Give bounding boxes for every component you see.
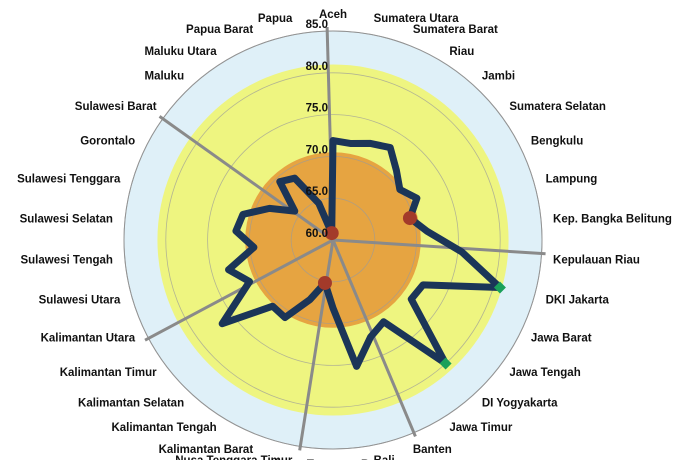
category-label: Banten bbox=[413, 444, 452, 456]
category-label: Jawa Barat bbox=[531, 333, 592, 345]
category-label: Sumatera Barat bbox=[413, 24, 498, 36]
category-label: DKI Jakarta bbox=[546, 295, 610, 307]
category-label: Papua bbox=[258, 13, 293, 25]
category-label: Bengkulu bbox=[531, 136, 583, 148]
series-line bbox=[218, 137, 504, 370]
category-label: Kepulauan Riau bbox=[553, 254, 640, 266]
r-tick-label: 70.0 bbox=[306, 144, 328, 156]
marker bbox=[493, 281, 506, 294]
category-label: Kalimantan Timur bbox=[60, 367, 157, 379]
grid-ring bbox=[207, 114, 459, 366]
marker bbox=[324, 226, 339, 241]
r-tick-label: 75.0 bbox=[306, 103, 328, 115]
r-tick-label: 80.0 bbox=[306, 61, 328, 73]
marker bbox=[439, 357, 452, 370]
category-label: Bali bbox=[374, 455, 395, 460]
category-label: Gorontalo bbox=[80, 136, 135, 148]
r-tick-label: 60.0 bbox=[306, 228, 328, 240]
grid-ring bbox=[165, 72, 501, 408]
category-label: Papua Barat bbox=[186, 24, 253, 36]
category-label: Kalimantan Tengah bbox=[111, 422, 216, 434]
category-label: Jawa Tengah bbox=[509, 367, 580, 379]
category-label: Kalimantan Selatan bbox=[78, 397, 184, 409]
category-label: Riau bbox=[449, 46, 474, 58]
category-label: Aceh bbox=[319, 9, 347, 21]
r-tick-label: 85.0 bbox=[306, 19, 328, 31]
category-label: Kalimantan Utara bbox=[41, 333, 136, 345]
category-label: Jambi bbox=[482, 71, 515, 83]
category-label: Sulawesi Selatan bbox=[20, 214, 113, 226]
category-label: Sulawesi Tengah bbox=[20, 254, 112, 266]
category-label: Maluku Utara bbox=[144, 46, 217, 58]
divider bbox=[158, 115, 334, 242]
category-label: Kep. Bangka Belitung bbox=[553, 214, 672, 226]
category-label: Lampung bbox=[546, 174, 598, 186]
divider bbox=[332, 238, 546, 256]
category-label: Kalimantan Barat bbox=[159, 444, 254, 456]
divider bbox=[331, 239, 417, 437]
marker bbox=[402, 211, 417, 226]
divider bbox=[298, 239, 335, 451]
r-tick-label: 65.0 bbox=[306, 186, 328, 198]
category-label: Maluku bbox=[144, 71, 184, 83]
category-label: Sumatera Selatan bbox=[509, 101, 606, 113]
category-label: Nusa Tenggara Timur bbox=[175, 455, 293, 460]
category-label: Jawa Timur bbox=[449, 422, 513, 434]
category-label: Sulawesi Utara bbox=[39, 295, 121, 307]
category-label: Sulawesi Tenggara bbox=[17, 174, 121, 186]
category-label: DI Yogyakarta bbox=[482, 397, 558, 409]
marker bbox=[317, 275, 332, 290]
category-label: Sumatera Utara bbox=[374, 13, 460, 25]
divider bbox=[144, 238, 334, 342]
grid-ring bbox=[123, 30, 543, 450]
category-label: Sulawesi Barat bbox=[75, 101, 157, 113]
